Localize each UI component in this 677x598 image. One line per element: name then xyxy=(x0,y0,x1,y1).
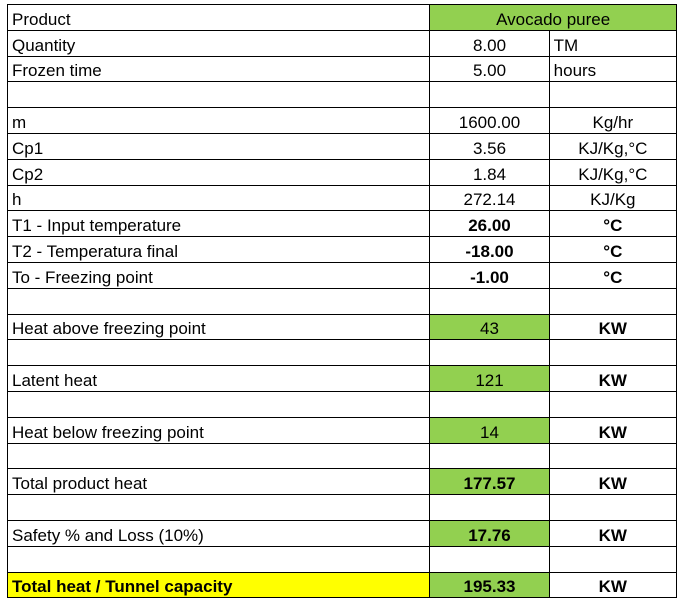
empty-cell[interactable] xyxy=(548,545,677,573)
table-row: Product Avocado puree xyxy=(6,4,677,31)
empty-cell[interactable] xyxy=(429,287,550,315)
empty-cell[interactable] xyxy=(6,442,431,470)
row-label-cell[interactable]: T1 - Input temperature xyxy=(6,210,431,238)
empty-cell[interactable] xyxy=(429,442,550,470)
sheet-body: Product Avocado puree Quantity 8.00 TM Frozen… xyxy=(6,4,677,598)
row-value-cell[interactable]: 177.57 xyxy=(429,468,550,496)
spacer-row xyxy=(6,339,677,367)
spacer-row xyxy=(6,442,677,470)
row-label-cell[interactable]: Total product heat xyxy=(6,468,431,496)
row-label-cell[interactable]: h xyxy=(6,184,431,212)
row-value-cell[interactable]: 121 xyxy=(429,365,550,392)
row-value-cell[interactable]: 3.56 xyxy=(429,132,550,160)
row-label-cell[interactable]: Product xyxy=(6,4,431,31)
row-unit-cell[interactable]: KW xyxy=(548,313,677,341)
row-label-cell[interactable]: To - Freezing point xyxy=(6,261,431,289)
row-label-cell[interactable]: Frozen time xyxy=(6,55,431,83)
row-label-cell[interactable]: Latent heat xyxy=(6,365,431,392)
row-unit-cell[interactable]: °C xyxy=(548,210,677,238)
empty-cell[interactable] xyxy=(6,81,431,109)
row-value-cell[interactable]: 26.00 xyxy=(429,210,550,238)
row-value-cell[interactable]: 43 xyxy=(429,313,550,341)
row-unit-cell[interactable]: KW xyxy=(548,468,677,496)
table-row: T1 - Input temperature 26.00 °C xyxy=(6,210,677,238)
spacer-row xyxy=(6,545,677,573)
spacer-row xyxy=(6,390,677,418)
table-row: Heat above freezing point 43 KW xyxy=(6,313,677,341)
empty-cell[interactable] xyxy=(429,545,550,573)
row-unit-cell[interactable]: TM xyxy=(548,29,677,57)
empty-cell[interactable] xyxy=(548,390,677,418)
table-row: Frozen time 5.00 hours xyxy=(6,55,677,83)
empty-cell[interactable] xyxy=(429,339,550,367)
row-unit-cell[interactable]: °C xyxy=(548,236,677,263)
row-value-cell[interactable]: -18.00 xyxy=(429,236,550,263)
table-row: Safety % and Loss (10%) 17.76 KW xyxy=(6,519,677,547)
empty-cell[interactable] xyxy=(548,339,677,367)
table-row: Latent heat 121 KW xyxy=(6,365,677,392)
empty-cell[interactable] xyxy=(429,494,550,521)
empty-cell[interactable] xyxy=(548,442,677,470)
row-value-cell[interactable]: -1.00 xyxy=(429,261,550,289)
row-unit-cell[interactable]: KW xyxy=(548,571,677,598)
row-value-cell[interactable]: 5.00 xyxy=(429,55,550,83)
row-label-cell[interactable]: Total heat / Tunnel capacity xyxy=(6,571,431,598)
row-label-cell[interactable]: Quantity xyxy=(6,29,431,57)
row-unit-cell[interactable]: KJ/Kg xyxy=(548,184,677,212)
empty-cell[interactable] xyxy=(548,494,677,521)
table-row: m 1600.00 Kg/hr xyxy=(6,107,677,134)
row-value-cell[interactable]: 17.76 xyxy=(429,519,550,547)
row-value-cell[interactable]: 1.84 xyxy=(429,158,550,186)
table-row: Cp1 3.56 KJ/Kg,°C xyxy=(6,132,677,160)
empty-cell[interactable] xyxy=(6,287,431,315)
row-value-cell[interactable]: 14 xyxy=(429,416,550,444)
row-value-cell[interactable]: 8.00 xyxy=(429,29,550,57)
row-unit-cell[interactable]: KW xyxy=(548,365,677,392)
row-unit-cell[interactable]: °C xyxy=(548,261,677,289)
row-label-cell[interactable]: Heat above freezing point xyxy=(6,313,431,341)
row-value-cell[interactable]: 272.14 xyxy=(429,184,550,212)
table-row: Quantity 8.00 TM xyxy=(6,29,677,57)
row-label-cell[interactable]: m xyxy=(6,107,431,134)
row-unit-cell[interactable]: KW xyxy=(548,416,677,444)
empty-cell[interactable] xyxy=(548,287,677,315)
row-unit-cell[interactable]: Kg/hr xyxy=(548,107,677,134)
row-unit-cell[interactable]: KJ/Kg,°C xyxy=(548,158,677,186)
row-label-cell[interactable]: Heat below freezing point xyxy=(6,416,431,444)
row-label-cell[interactable]: Cp2 xyxy=(6,158,431,186)
table-row: T2 - Temperatura final -18.00 °C xyxy=(6,236,677,263)
row-label-cell[interactable]: T2 - Temperatura final xyxy=(6,236,431,263)
empty-cell[interactable] xyxy=(429,390,550,418)
row-unit-cell[interactable]: KJ/Kg,°C xyxy=(548,132,677,160)
row-value-cell[interactable]: 195.33 xyxy=(429,571,550,598)
table-row: Total product heat 177.57 KW xyxy=(6,468,677,496)
empty-cell[interactable] xyxy=(429,81,550,109)
row-value-cell[interactable]: 1600.00 xyxy=(429,107,550,134)
empty-cell[interactable] xyxy=(6,390,431,418)
product-value-cell[interactable]: Avocado puree xyxy=(429,4,677,31)
empty-cell[interactable] xyxy=(6,545,431,573)
empty-cell[interactable] xyxy=(6,339,431,367)
row-unit-cell[interactable]: hours xyxy=(548,55,677,83)
table-row: Heat below freezing point 14 KW xyxy=(6,416,677,444)
row-label-cell[interactable]: Safety % and Loss (10%) xyxy=(6,519,431,547)
table-row: To - Freezing point -1.00 °C xyxy=(6,261,677,289)
table-row: Cp2 1.84 KJ/Kg,°C xyxy=(6,158,677,186)
spacer-row xyxy=(6,494,677,521)
spacer-row xyxy=(6,287,677,315)
spacer-row xyxy=(6,81,677,109)
table-row: h 272.14 KJ/Kg xyxy=(6,184,677,212)
row-unit-cell[interactable]: KW xyxy=(548,519,677,547)
empty-cell[interactable] xyxy=(548,81,677,109)
empty-cell[interactable] xyxy=(6,494,431,521)
row-label-cell[interactable]: Cp1 xyxy=(6,132,431,160)
calculation-sheet: Product Avocado puree Quantity 8.00 TM Frozen… xyxy=(6,4,677,598)
table-row: Total heat / Tunnel capacity 195.33 KW xyxy=(6,571,677,598)
